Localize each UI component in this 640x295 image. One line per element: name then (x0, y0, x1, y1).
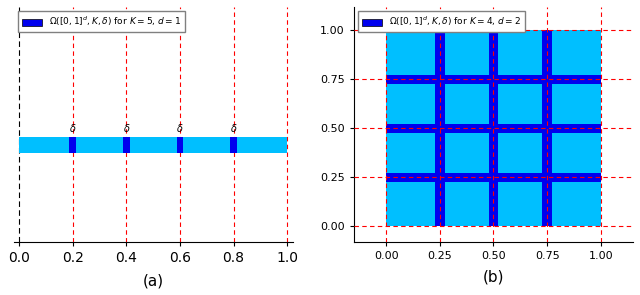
Bar (19, 137, 287, 153)
Bar (386, 30, 601, 226)
Bar (123, 137, 130, 153)
Text: $\delta$: $\delta$ (122, 122, 130, 134)
Bar (386, 124, 601, 133)
X-axis label: (a): (a) (143, 273, 164, 288)
Bar (386, 173, 601, 181)
Legend: $\Omega([0,1]^d, K, \delta)$ for $K=5$, $d=1$: $\Omega([0,1]^d, K, \delta)$ for $K=5$, … (18, 12, 184, 32)
Bar (542, 30, 552, 226)
Text: $\delta$: $\delta$ (230, 122, 237, 134)
Bar (489, 30, 499, 226)
Bar (230, 137, 237, 153)
Bar (386, 75, 601, 84)
Bar (435, 30, 445, 226)
Text: $\delta$: $\delta$ (69, 122, 76, 134)
Legend: $\Omega([0,1]^d, K, \delta)$ for $K=4$, $d=2$: $\Omega([0,1]^d, K, \delta)$ for $K=4$, … (358, 12, 525, 32)
X-axis label: (b): (b) (483, 269, 504, 284)
Bar (69, 137, 76, 153)
Bar (177, 137, 183, 153)
Text: $\delta$: $\delta$ (176, 122, 184, 134)
